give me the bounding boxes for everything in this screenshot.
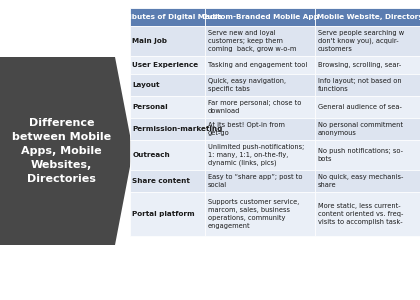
Text: General audience of sea-: General audience of sea- [318, 104, 402, 110]
Bar [130, 26, 205, 56]
Bar [315, 26, 420, 56]
Text: Share content: Share content [132, 178, 190, 184]
Text: Attributes of Digital Media: Attributes of Digital Media [113, 14, 222, 20]
Text: Supports customer service,
marcom, sales, business
operations, community
engagem: Supports customer service, marcom, sales… [207, 200, 299, 229]
Bar [205, 56, 315, 74]
Bar [315, 74, 420, 96]
Bar [130, 192, 205, 236]
Text: Outreach: Outreach [132, 152, 170, 158]
Bar [315, 96, 420, 118]
Text: User Experience: User Experience [132, 62, 199, 68]
Text: Serve people searching w
don't know you), acquir-
customers: Serve people searching w don't know you)… [318, 30, 404, 52]
Bar [130, 74, 205, 96]
Bar [130, 8, 205, 26]
Text: Main Job: Main Job [132, 38, 168, 44]
Text: More static, less current-
content oriented vs. freq-
visits to accomplish task-: More static, less current- content orien… [318, 203, 403, 225]
Text: No quick, easy mechanis-
share: No quick, easy mechanis- share [318, 174, 403, 188]
Text: Mobile Website, Directory: Mobile Website, Directory [317, 14, 420, 20]
Bar [205, 26, 315, 56]
Bar [130, 56, 205, 74]
Text: Quick, easy navigation,
specific tabs: Quick, easy navigation, specific tabs [207, 78, 286, 92]
Polygon shape [0, 57, 133, 245]
Bar [315, 56, 420, 74]
Text: Websites,: Websites, [31, 160, 92, 170]
Bar [130, 96, 205, 118]
Text: Unlimited push-notifications;
1: many, 1:1, on-the-fly,
dynamic (links, pics): Unlimited push-notifications; 1: many, 1… [207, 144, 304, 166]
Text: At its best! Opt-in from
get-go: At its best! Opt-in from get-go [207, 122, 284, 136]
Bar [205, 192, 315, 236]
Bar [205, 140, 315, 170]
Bar [130, 170, 205, 192]
Text: Difference: Difference [29, 118, 94, 128]
Text: Directories: Directories [27, 174, 96, 184]
Bar [205, 118, 315, 140]
Bar [315, 140, 420, 170]
Bar [315, 8, 420, 26]
Text: No personal commitment
anonymous: No personal commitment anonymous [318, 122, 402, 136]
Text: Tasking and engagement tool: Tasking and engagement tool [207, 62, 307, 68]
Bar [315, 192, 420, 236]
Bar [205, 74, 315, 96]
Text: Layout: Layout [132, 82, 160, 88]
Bar [205, 8, 315, 26]
Bar [205, 96, 315, 118]
Text: Info layout; not based on
functions: Info layout; not based on functions [318, 78, 401, 92]
Text: Apps, Mobile: Apps, Mobile [21, 146, 102, 156]
Bar [205, 170, 315, 192]
Text: Serve new and loyal
customers; keep them
coming  back, grow w-o-m: Serve new and loyal customers; keep them… [207, 30, 296, 52]
Text: Personal: Personal [132, 104, 168, 110]
Text: between Mobile: between Mobile [12, 132, 111, 142]
Text: Easy to “share app”; post to
social: Easy to “share app”; post to social [207, 174, 302, 188]
Bar [130, 118, 205, 140]
Text: Permission-marketing: Permission-marketing [132, 126, 223, 132]
Bar [130, 140, 205, 170]
Bar [315, 170, 420, 192]
Text: No push notifications; so-
bots: No push notifications; so- bots [318, 148, 402, 162]
Text: Browsing, scrolling, sear-: Browsing, scrolling, sear- [318, 62, 401, 68]
Text: Custom-Branded Mobile App: Custom-Branded Mobile App [202, 14, 318, 20]
Bar [315, 118, 420, 140]
Text: Portal platform: Portal platform [132, 211, 195, 217]
Text: Far more personal; chose to
download: Far more personal; chose to download [207, 100, 301, 114]
